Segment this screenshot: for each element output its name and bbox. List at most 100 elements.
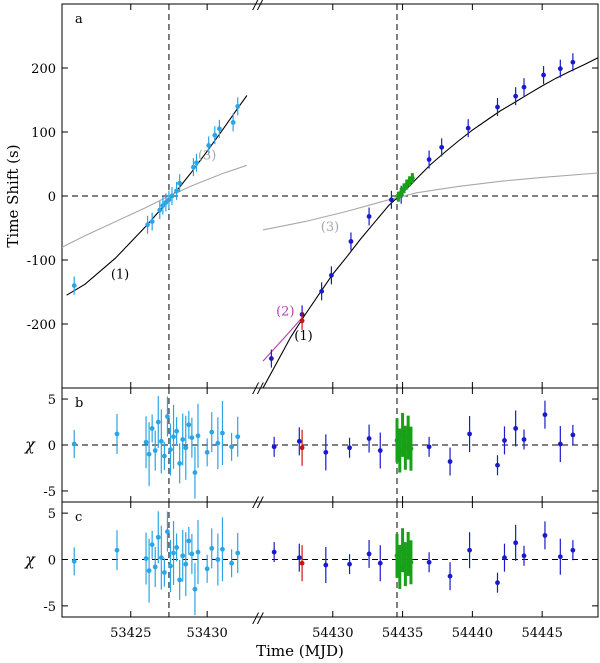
data-point — [467, 431, 472, 437]
data-point — [395, 194, 401, 200]
data-point — [397, 564, 403, 570]
data-point — [71, 283, 77, 288]
data-point — [174, 545, 180, 550]
data-point — [439, 144, 445, 150]
data-point — [183, 445, 189, 451]
data-point — [398, 190, 404, 196]
y-tick-label: 100 — [31, 126, 56, 141]
data-point — [158, 555, 164, 561]
model-curve-2-seg2 — [262, 317, 303, 362]
data-point — [209, 429, 215, 435]
panel-plot-area — [62, 502, 598, 617]
data-point — [348, 239, 354, 244]
data-point — [215, 440, 221, 446]
data-point — [166, 197, 172, 203]
data-point — [467, 547, 472, 553]
data-point — [149, 542, 155, 548]
panel-plot-area — [62, 4, 598, 388]
curve-annotation: (1) — [111, 268, 129, 283]
data-point — [216, 126, 222, 132]
y-axis-title-b: χ — [24, 435, 36, 454]
data-point — [426, 559, 432, 565]
data-point — [268, 356, 274, 361]
data-point — [409, 175, 415, 181]
data-point — [465, 125, 471, 131]
data-point — [328, 272, 334, 278]
panel-b: 5 0 -5 b // — [43, 381, 599, 503]
data-point — [404, 182, 410, 187]
panel-label-a: a — [75, 12, 83, 27]
y-tick-label: -100 — [27, 254, 56, 269]
data-point — [189, 435, 195, 441]
data-point — [542, 412, 548, 418]
data-point — [377, 560, 383, 566]
data-point — [299, 560, 305, 566]
data-point — [299, 318, 305, 324]
data-point — [502, 438, 507, 443]
data-point — [174, 188, 180, 194]
data-point — [347, 561, 352, 567]
y-axis-title-a: Time Shift (s) — [4, 144, 22, 247]
data-point — [161, 453, 167, 459]
data-point — [71, 558, 77, 564]
data-point — [180, 437, 186, 442]
data-point — [319, 288, 325, 294]
data-point — [502, 555, 507, 561]
data-point — [229, 560, 235, 566]
data-point — [169, 193, 175, 199]
data-point — [426, 157, 432, 162]
data-point — [299, 445, 305, 451]
data-point — [570, 432, 576, 438]
data-point — [513, 93, 519, 99]
data-point — [495, 104, 500, 110]
data-point — [296, 438, 302, 444]
data-point — [155, 419, 161, 425]
data-point — [271, 549, 277, 555]
data-point — [220, 546, 225, 552]
data-point — [426, 444, 432, 450]
data-point — [212, 132, 218, 138]
data-point — [168, 563, 173, 569]
axis-break-mark: // — [251, 0, 264, 13]
data-point — [542, 532, 548, 538]
data-point — [204, 449, 210, 455]
data-point — [186, 422, 192, 428]
data-point — [366, 551, 372, 557]
data-point — [204, 566, 210, 572]
y-tick-label: 5 — [48, 507, 56, 522]
data-point — [235, 434, 241, 440]
data-point — [397, 448, 403, 453]
data-point — [186, 538, 192, 544]
data-point — [174, 428, 180, 434]
panel-c: 5 0 -5 c // — [43, 495, 599, 618]
data-point — [495, 462, 500, 468]
y-tick-label: 5 — [48, 393, 56, 408]
curve-annotation: (3) — [198, 149, 216, 164]
curve-annotation: (3) — [321, 220, 339, 235]
data-point — [149, 219, 155, 225]
data-point — [557, 66, 563, 72]
data-point — [323, 562, 329, 568]
data-point — [296, 555, 302, 561]
data-point — [165, 529, 170, 535]
y-tick-label: -200 — [27, 318, 56, 333]
data-point — [209, 545, 215, 551]
data-point — [235, 550, 241, 556]
data-point — [206, 143, 212, 148]
x-tick-label: 54435 — [382, 626, 423, 641]
x-tick-label: 54440 — [452, 626, 493, 641]
data-point — [405, 551, 411, 557]
data-point — [177, 460, 183, 466]
data-point — [195, 549, 201, 555]
data-point — [192, 470, 198, 475]
data-point — [158, 438, 164, 444]
data-point — [323, 449, 329, 455]
data-point — [171, 550, 176, 556]
data-point — [405, 435, 411, 441]
curve-annotation: (1) — [294, 329, 312, 344]
data-point — [160, 203, 166, 209]
data-point — [235, 104, 241, 109]
data-point — [347, 445, 352, 451]
data-point — [521, 84, 527, 90]
